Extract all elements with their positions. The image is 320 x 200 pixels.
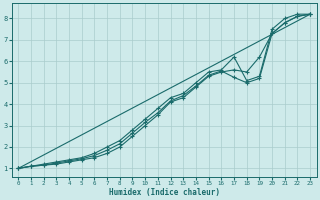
X-axis label: Humidex (Indice chaleur): Humidex (Indice chaleur) bbox=[109, 188, 220, 197]
